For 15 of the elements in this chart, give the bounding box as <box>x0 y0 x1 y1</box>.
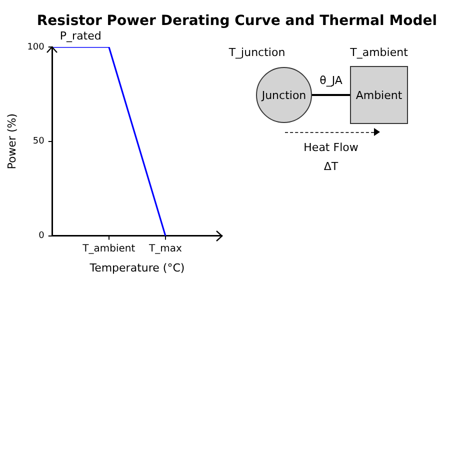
x-tick-label: T_max <box>148 243 182 254</box>
text: θ_JA <box>320 74 342 88</box>
text: Heat Flow <box>304 140 358 154</box>
y-tick-label: 0 <box>38 231 45 242</box>
text: T_junction <box>228 46 286 60</box>
y-axis-title: Power (%) <box>5 114 18 170</box>
y-tick-label: 50 <box>32 136 45 147</box>
text: Junction <box>262 88 306 102</box>
x-axis-title: Temperature (°C) <box>88 261 185 274</box>
y-tick-label: 100 <box>27 42 45 52</box>
annotation: P_rated <box>60 29 102 42</box>
text: Ambient <box>356 88 402 102</box>
chart-title: Resistor Power Derating Curve and Thermal Model <box>36 13 438 29</box>
text: T_ambient <box>350 46 408 60</box>
text: ΔT <box>324 160 338 174</box>
